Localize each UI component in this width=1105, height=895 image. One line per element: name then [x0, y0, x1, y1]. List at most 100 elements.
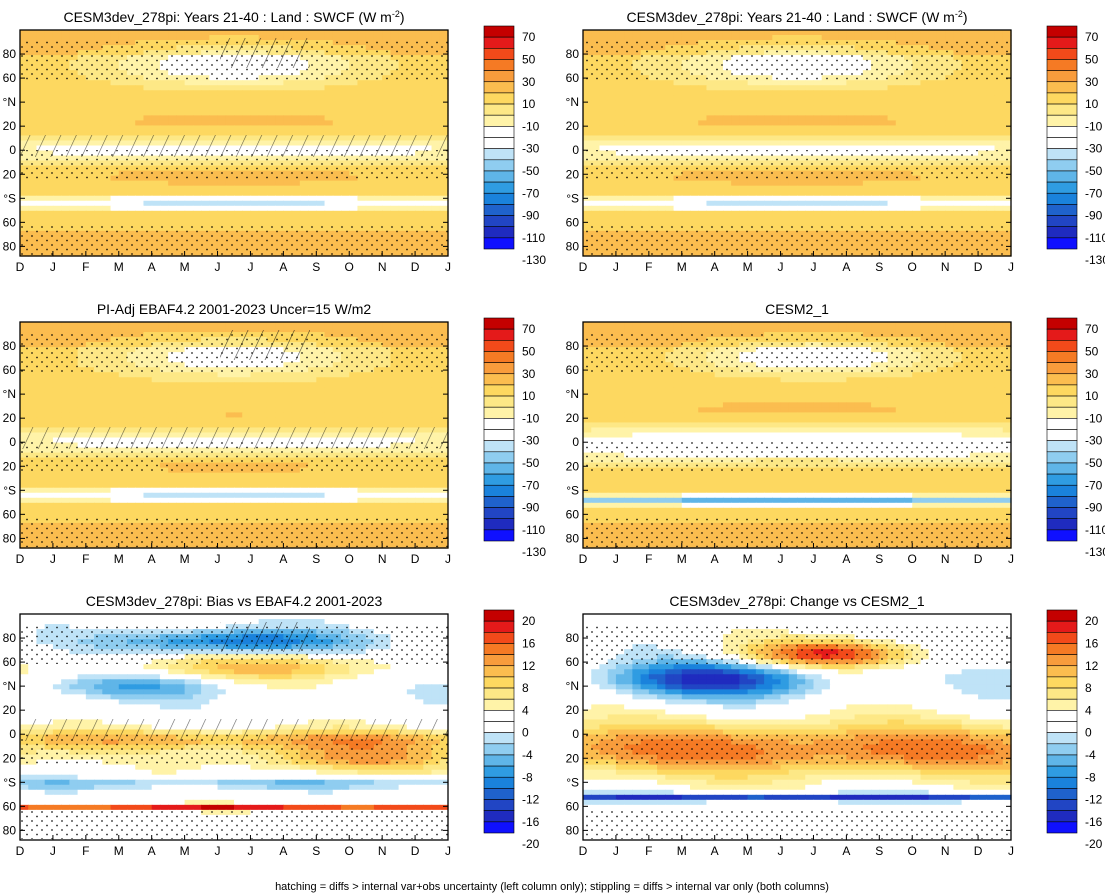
heatmap-cell [258, 130, 268, 137]
heatmap-cell [192, 322, 202, 328]
heatmap-cell [143, 90, 153, 96]
heatmap-cell [36, 105, 46, 111]
heatmap-cell [912, 90, 922, 96]
heatmap-cell [36, 90, 46, 96]
heatmap-cell [764, 100, 773, 106]
heatmap-cell [681, 90, 691, 96]
heatmap-cell [797, 125, 806, 132]
heatmap-cell [102, 95, 112, 101]
heatmap-cell [341, 35, 350, 41]
heatmap-cell [599, 210, 609, 217]
heatmap-cell [159, 185, 169, 192]
heatmap-cell [690, 140, 699, 147]
heatmap-cell [324, 95, 334, 101]
heatmap-cell [681, 80, 691, 86]
heatmap-cell [936, 140, 946, 147]
heatmap-cell [657, 30, 666, 36]
heatmap-cell [797, 120, 806, 127]
heatmap-cell [431, 90, 441, 96]
heatmap-cell [969, 215, 979, 222]
heatmap-cell [390, 180, 400, 187]
heatmap-cell [978, 195, 987, 202]
heatmap-cell [118, 105, 128, 111]
heatmap-cell [159, 85, 169, 91]
heatmap-cell [953, 130, 963, 137]
heatmap-cell [28, 105, 38, 111]
heatmap-cell [266, 200, 276, 207]
heatmap-cell [94, 80, 103, 86]
heatmap-cell [266, 180, 276, 187]
heatmap-cell [151, 30, 161, 36]
heatmap-cell [632, 145, 642, 152]
heatmap-cell [920, 215, 930, 222]
heatmap-cell [234, 95, 243, 101]
heatmap-cell [406, 205, 416, 212]
heatmap-cell [439, 322, 449, 328]
colorbar-segment [1046, 237, 1078, 250]
heatmap-cell [665, 85, 675, 91]
heatmap-cell [44, 90, 54, 96]
heatmap-cell [722, 195, 732, 202]
heatmap-cell [127, 185, 136, 192]
heatmap-cell [788, 90, 798, 96]
heatmap-cell [250, 80, 260, 86]
heatmap-cell [591, 200, 601, 207]
colorbar-segment [1046, 47, 1078, 60]
heatmap-cell [673, 210, 683, 217]
heatmap-cell [583, 100, 592, 106]
heatmap-cell [862, 120, 872, 127]
heatmap-cell [829, 135, 839, 142]
heatmap-cell [854, 215, 864, 222]
heatmap-cell [624, 215, 633, 222]
heatmap-cell [978, 185, 987, 192]
colorbar-segment [1046, 36, 1078, 49]
heatmap-cell [978, 200, 987, 207]
heatmap-cell [607, 30, 617, 36]
heatmap-cell [731, 80, 740, 86]
heatmap-cell [390, 85, 400, 91]
heatmap-cell [797, 200, 806, 207]
heatmap-cell [349, 215, 359, 222]
heatmap-cell [275, 90, 284, 96]
heatmap-cell [316, 30, 326, 36]
heatmap-cell [415, 215, 424, 222]
heatmap-cell [657, 115, 666, 121]
heatmap-cell [747, 105, 757, 111]
heatmap-cell [591, 220, 601, 227]
heatmap-cell [978, 80, 987, 86]
heatmap-cell [415, 185, 424, 192]
heatmap-cell [77, 210, 87, 217]
heatmap-cell [945, 105, 954, 111]
heatmap-cell [895, 200, 905, 207]
heatmap-cell [159, 110, 169, 116]
heatmap-cell [829, 180, 839, 187]
heatmap-cell [862, 145, 872, 152]
heatmap-cell [423, 130, 433, 137]
heatmap-cell [28, 200, 38, 207]
heatmap-cell [291, 100, 301, 106]
heatmap-cell [176, 327, 186, 333]
heatmap-cell [928, 180, 938, 187]
colorbar-label: 30 [1085, 75, 1099, 89]
heatmap-cell [722, 215, 732, 222]
heatmap-cell [838, 180, 847, 187]
heatmap-cell [127, 210, 136, 217]
heatmap-cell [85, 35, 95, 41]
heatmap-cell [706, 125, 716, 132]
heatmap-cell [209, 130, 219, 137]
heatmap-cell [151, 130, 161, 137]
heatmap-cell [110, 95, 120, 101]
heatmap-cell [706, 190, 716, 197]
y-tick-label: °S [3, 191, 16, 205]
heatmap-cell [341, 110, 350, 116]
heatmap-cell [755, 185, 765, 192]
colorbar-segment [1046, 226, 1078, 239]
heatmap-cell [904, 115, 913, 121]
heatmap-cell [722, 30, 732, 36]
heatmap-cell [920, 80, 930, 86]
heatmap-cell [690, 125, 699, 132]
heatmap-cell [266, 130, 276, 137]
heatmap-cell [423, 85, 433, 91]
heatmap-cell [415, 110, 424, 116]
heatmap-cell [28, 115, 38, 121]
